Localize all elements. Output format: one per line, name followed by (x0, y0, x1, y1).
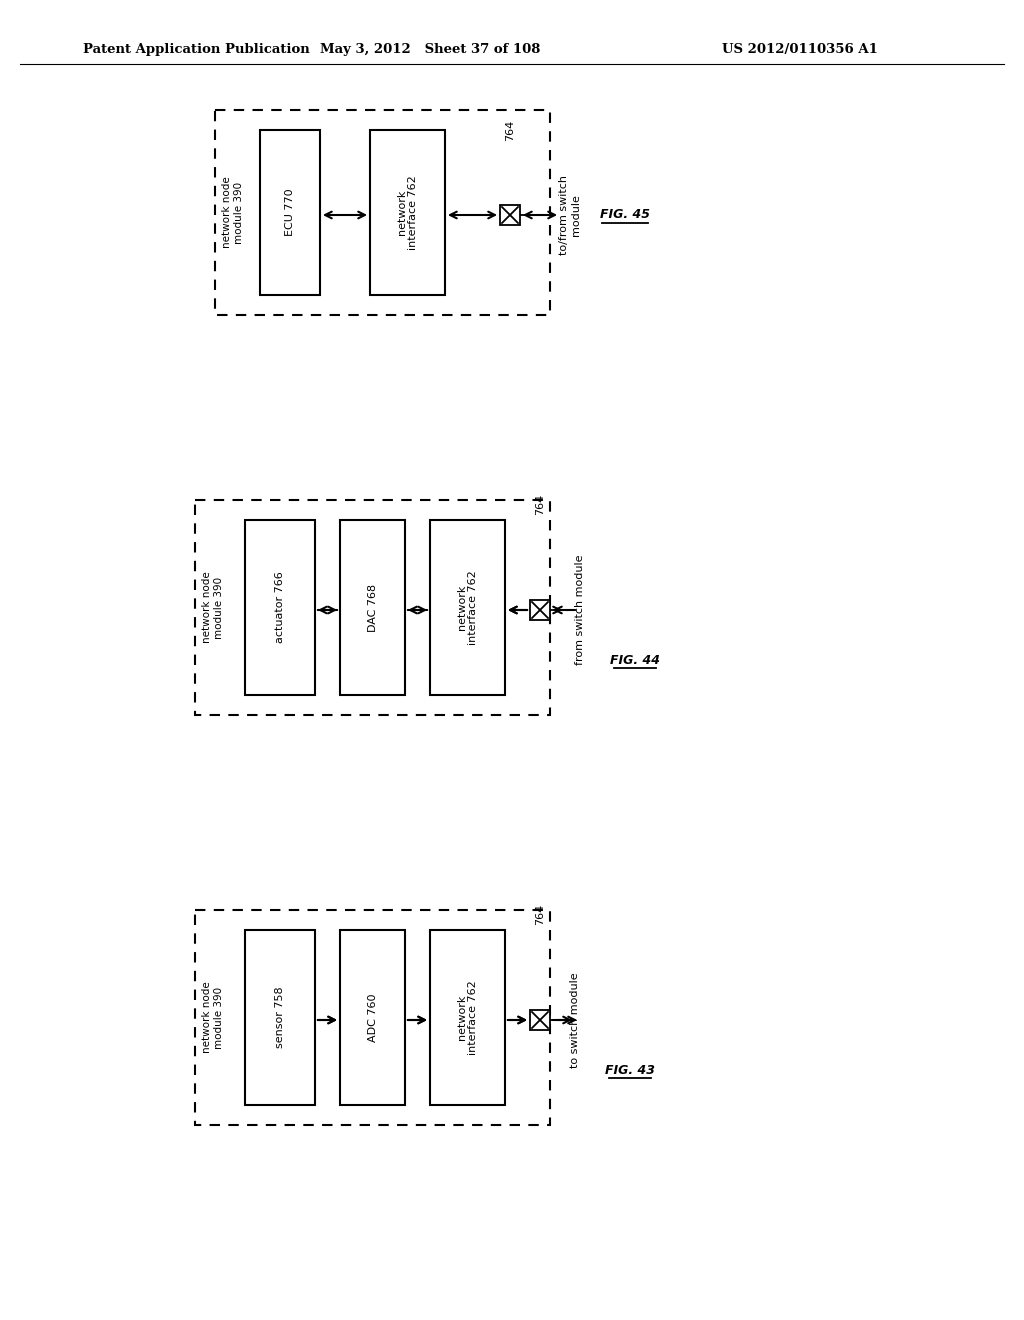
Text: network
interface 762: network interface 762 (396, 176, 418, 249)
Bar (245, 931, 315, 1105)
Text: US 2012/0110356 A1: US 2012/0110356 A1 (722, 44, 878, 57)
Bar (260, 129, 319, 294)
Bar (370, 129, 445, 294)
Text: network node
module 390: network node module 390 (222, 177, 244, 248)
Text: network node
module 390: network node module 390 (202, 982, 224, 1053)
Text: DAC 768: DAC 768 (368, 583, 378, 631)
Text: 764: 764 (535, 904, 545, 925)
Text: Patent Application Publication: Patent Application Publication (83, 44, 309, 57)
Bar (340, 931, 406, 1105)
Bar (430, 931, 505, 1105)
Text: 764: 764 (505, 120, 515, 141)
Text: ADC 760: ADC 760 (368, 993, 378, 1041)
Bar (500, 205, 520, 224)
Bar (245, 520, 315, 696)
Text: FIG. 44: FIG. 44 (610, 653, 660, 667)
Bar (340, 520, 406, 696)
Text: network
interface 762: network interface 762 (457, 570, 478, 645)
Text: sensor 758: sensor 758 (275, 986, 285, 1048)
Text: FIG. 43: FIG. 43 (605, 1064, 655, 1077)
Text: ECU 770: ECU 770 (285, 189, 295, 236)
Bar (195, 500, 550, 715)
Text: actuator 766: actuator 766 (275, 572, 285, 643)
Text: network node
module 390: network node module 390 (202, 572, 224, 643)
Text: to switch module: to switch module (570, 973, 580, 1068)
Bar (215, 110, 550, 315)
Text: 764: 764 (535, 494, 545, 515)
Bar (430, 520, 505, 696)
Text: to/from switch
module: to/from switch module (559, 176, 581, 255)
Bar (530, 601, 550, 620)
Bar (195, 909, 550, 1125)
Text: from switch module: from switch module (575, 554, 585, 665)
Text: network
interface 762: network interface 762 (457, 981, 478, 1055)
Bar (530, 1010, 550, 1030)
Text: May 3, 2012   Sheet 37 of 108: May 3, 2012 Sheet 37 of 108 (319, 44, 541, 57)
Text: FIG. 45: FIG. 45 (600, 209, 650, 222)
